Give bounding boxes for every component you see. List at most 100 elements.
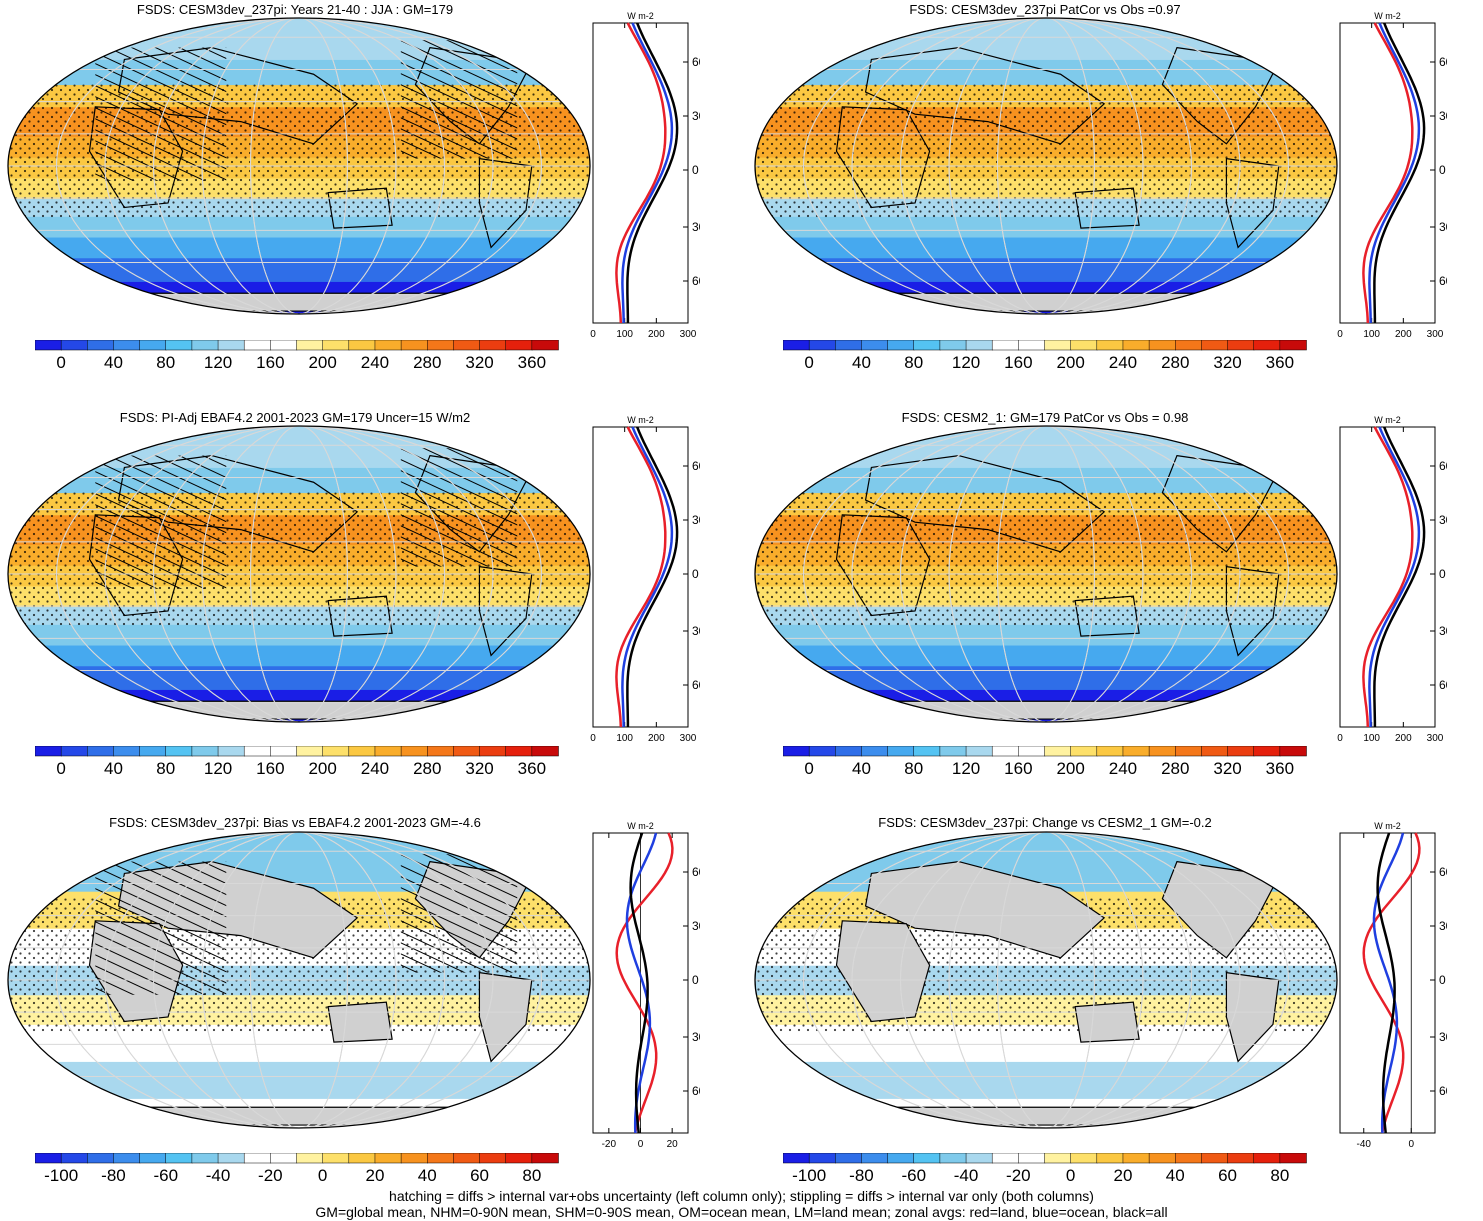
- colorbar-swatch: [191, 746, 219, 757]
- panel-title: FSDS: CESM3dev_237pi: Change vs CESM2_1 …: [878, 815, 1212, 830]
- colorbar-label: 240: [1109, 353, 1137, 372]
- colorbar-label: 80: [904, 759, 923, 778]
- colorbar-label: -40: [206, 1166, 231, 1185]
- zonal-lat-label: 60N: [692, 459, 700, 473]
- zonal-unit-label: W m-2: [1374, 11, 1401, 21]
- colorbar-swatch: [243, 746, 272, 757]
- zonal-lat-label: 30N: [692, 919, 700, 933]
- zonal-plot-2: W m-2 60N 30N 0 30S 60S 0 100 200 300: [1307, 8, 1447, 363]
- zonal-lat-label: 30N: [692, 513, 700, 527]
- zonal-lat-label: 0: [1439, 973, 1446, 987]
- colorbar-label: 0: [1066, 1166, 1075, 1185]
- colorbar-label: 120: [952, 759, 980, 778]
- colorbar-swatch: [1044, 746, 1072, 757]
- colorbar-swatch: [427, 340, 455, 351]
- colorbar-swatch: [479, 1153, 507, 1164]
- colorbar-swatch: [1018, 340, 1046, 351]
- colorbar-swatch: [531, 746, 559, 757]
- zonal-lat-label: 60S: [1439, 1084, 1447, 1098]
- ocean-zonal-line: [621, 426, 674, 727]
- colorbar-swatch: [1096, 1153, 1124, 1164]
- colorbar-label: 80: [156, 353, 175, 372]
- zonal-lat-label: 30S: [1439, 624, 1447, 638]
- map-panel-6: [752, 830, 1340, 1130]
- colorbar-label: 120: [204, 353, 232, 372]
- colorbar-swatch: [1175, 746, 1203, 757]
- zonal-tick-label: 300: [680, 733, 697, 744]
- zonal-tick-label: -40: [1357, 1139, 1372, 1150]
- colorbar-label: -20: [1006, 1166, 1031, 1185]
- colorbar-swatch: [35, 1153, 62, 1164]
- colorbar-swatch: [427, 746, 455, 757]
- colorbar-swatch: [1201, 340, 1229, 351]
- zonal-lat-label: 0: [1439, 567, 1446, 581]
- zonal-plot-1: W m-2 60N 30N 0 30S 60S 0 100 200 300: [560, 8, 700, 363]
- colorbar-swatch: [453, 1153, 481, 1164]
- colorbar-swatch: [783, 746, 810, 757]
- zonal-plot-3: W m-2 60N 30N 0 30S 60S 0 100 200 300: [560, 412, 700, 767]
- panel-title: FSDS: CESM2_1: GM=179 PatCor vs Obs = 0.…: [901, 410, 1189, 425]
- colorbar-swatch: [939, 746, 967, 757]
- colorbar-swatch: [1253, 340, 1281, 351]
- colorbar-swatch: [505, 340, 533, 351]
- colorbar-swatch: [1148, 746, 1177, 757]
- land-zonal-line: [1362, 22, 1414, 324]
- colorbar-swatch: [1253, 746, 1281, 757]
- colorbar-swatch: [87, 340, 115, 351]
- colorbar-swatch: [243, 340, 272, 351]
- colorbar-swatch: [1253, 1153, 1281, 1164]
- zonal-lat-label: 30S: [692, 624, 700, 638]
- all-zonal-line: [1376, 832, 1396, 1134]
- colorbar-label: 160: [256, 759, 284, 778]
- colorbar-swatch: [1227, 1153, 1255, 1164]
- zonal-lat-label: 60N: [692, 55, 700, 69]
- colorbar-swatch: [783, 340, 810, 351]
- zonal-lat-label: 0: [692, 567, 699, 581]
- colorbar-swatch: [783, 1153, 810, 1164]
- colorbar-label: 320: [465, 353, 493, 372]
- colorbar-label: 80: [156, 759, 175, 778]
- zonal-lat-label: 60S: [1439, 274, 1447, 288]
- colorbar-swatch: [1175, 340, 1203, 351]
- colorbar-3: 04080120160200240280320360400: [35, 746, 566, 778]
- colorbar-label: 280: [1161, 353, 1189, 372]
- colorbar-2: 04080120160200240280320360400: [783, 340, 1314, 372]
- colorbar-swatch: [322, 340, 350, 351]
- land-zonal-line: [1362, 426, 1414, 728]
- panel-title: FSDS: CESM3dev_237pi PatCor vs Obs =0.97: [909, 2, 1181, 17]
- zonal-lat-label: 60N: [1439, 55, 1447, 69]
- zonal-lat-label: 60N: [692, 865, 700, 879]
- all-zonal-line: [626, 426, 679, 727]
- colorbar-swatch: [348, 1153, 376, 1164]
- land-zonal-line: [615, 832, 674, 1134]
- ocean-zonal-line: [1368, 426, 1421, 727]
- colorbar-swatch: [1148, 340, 1177, 351]
- colorbar-swatch: [165, 746, 193, 757]
- map-panel-4: [752, 424, 1340, 724]
- colorbar-swatch: [217, 340, 245, 351]
- colorbar-label: 200: [308, 759, 336, 778]
- panel-title: FSDS: PI-Adj EBAF4.2 2001-2023 GM=179 Un…: [119, 410, 471, 425]
- colorbar-swatch: [453, 746, 481, 757]
- colorbar-swatch: [113, 340, 141, 351]
- zonal-tick-label: 200: [648, 329, 665, 340]
- zonal-tick-label: 20: [667, 1139, 679, 1150]
- colorbar-swatch: [1227, 746, 1255, 757]
- colorbar-swatch: [1279, 746, 1307, 757]
- zonal-lat-label: 30N: [692, 109, 700, 123]
- colorbar-label: 240: [361, 353, 389, 372]
- zonal-tick-label: 200: [648, 733, 665, 744]
- colorbar-swatch: [139, 340, 167, 351]
- land-zonal-line: [1362, 832, 1421, 1134]
- all-zonal-line: [629, 832, 649, 1134]
- colorbar-swatch: [1148, 1153, 1177, 1164]
- colorbar-swatch: [1070, 1153, 1098, 1164]
- colorbar-label: -100: [792, 1166, 826, 1185]
- colorbar-swatch: [1279, 1153, 1307, 1164]
- zonal-lat-label: 30N: [1439, 919, 1447, 933]
- colorbar-swatch: [479, 746, 507, 757]
- colorbar-swatch: [322, 1153, 350, 1164]
- zonal-lat-label: 30S: [692, 1030, 700, 1044]
- colorbar-swatch: [991, 340, 1020, 351]
- zonal-lat-label: 60S: [692, 678, 700, 692]
